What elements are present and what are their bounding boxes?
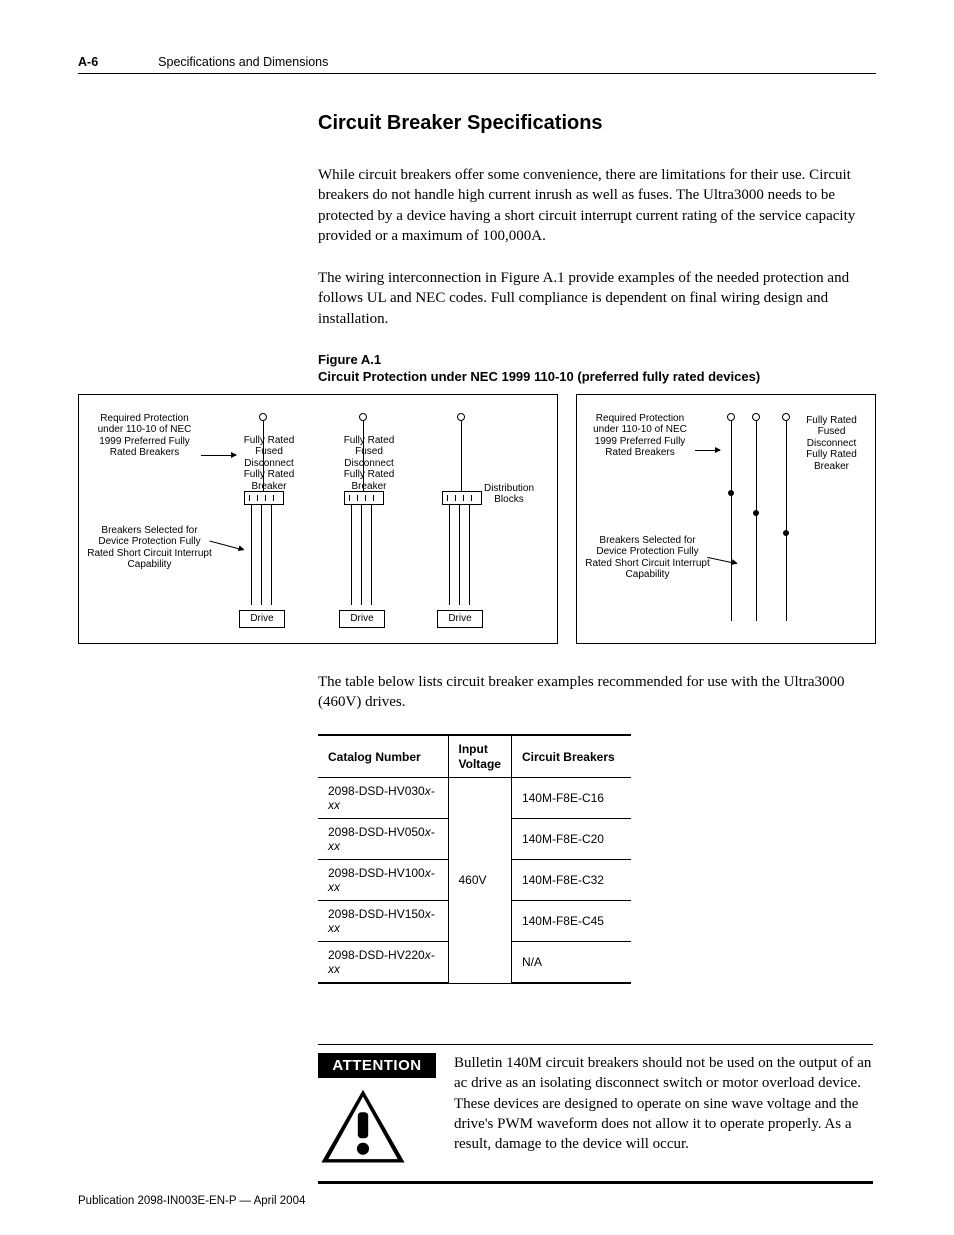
- arrow-icon: [201, 455, 236, 456]
- running-header: A-6 Specifications and Dimensions: [78, 55, 876, 69]
- disconnect-icon: [752, 413, 760, 421]
- figure-number: Figure A.1: [318, 352, 381, 367]
- publication-footer: Publication 2098-IN003E-EN-P — April 200…: [78, 1195, 305, 1207]
- th-voltage: InputVoltage: [448, 735, 511, 777]
- label-breakers-selected-right: Breakers Selected for Device Protection …: [585, 535, 710, 581]
- figure-title: Figure A.1 Circuit Protection under NEC …: [318, 351, 873, 386]
- cell-voltage: 460V: [448, 778, 511, 984]
- wire-line: [461, 421, 462, 491]
- wire-line: [271, 505, 272, 605]
- th-circuit-breakers: Circuit Breakers: [511, 735, 631, 777]
- table-intro: The table below lists circuit breaker ex…: [318, 672, 873, 713]
- wire-line: [371, 505, 372, 605]
- fuse-block-icon: [442, 491, 482, 505]
- wire-line: [756, 421, 757, 621]
- figure-a1: Required Protection under 110-10 of NEC …: [78, 394, 878, 644]
- cell-circuit-breaker: 140M-F8E-C16: [511, 778, 631, 819]
- label-req-protection-right: Required Protection under 110-10 of NEC …: [585, 413, 695, 459]
- wire-line: [261, 505, 262, 605]
- main-column: Circuit Breaker Specifications While cir…: [318, 112, 873, 386]
- disconnect-icon: [457, 413, 465, 421]
- cell-catalog: 2098-DSD-HV100x-xx: [318, 860, 448, 901]
- wire-line: [786, 421, 787, 621]
- label-fused-right: Fully Rated Fused Disconnect Fully Rated…: [799, 415, 864, 473]
- table-section: The table below lists circuit breaker ex…: [318, 672, 873, 1184]
- label-fused-a: Fully Rated Fused Disconnect Fully Rated…: [239, 435, 299, 493]
- wire-line: [449, 505, 450, 605]
- label-fused-b: Fully Rated Fused Disconnect Fully Rated…: [339, 435, 399, 493]
- th-catalog: Catalog Number: [318, 735, 448, 777]
- wire-line: [351, 505, 352, 605]
- intro-para-2: The wiring interconnection in Figure A.1…: [318, 268, 873, 329]
- node-dot-icon: [753, 510, 759, 516]
- cell-catalog: 2098-DSD-HV220x-xx: [318, 942, 448, 984]
- table-row: 2098-DSD-HV030x-xx460V140M-F8E-C16: [318, 778, 631, 819]
- section-heading: Circuit Breaker Specifications: [318, 112, 873, 135]
- drive-box: Drive: [339, 610, 385, 628]
- disconnect-icon: [359, 413, 367, 421]
- fuse-block-icon: [344, 491, 384, 505]
- intro-para-1: While circuit breakers offer some conven…: [318, 165, 873, 246]
- attention-block: ATTENTION Bulletin 140M circuit breakers…: [318, 1044, 873, 1184]
- wire-line: [263, 421, 264, 491]
- wire-line: [251, 505, 252, 605]
- cell-circuit-breaker: 140M-F8E-C20: [511, 819, 631, 860]
- label-req-protection-left: Required Protection under 110-10 of NEC …: [87, 413, 202, 459]
- header-rule: [78, 73, 876, 74]
- node-dot-icon: [783, 530, 789, 536]
- arrow-icon: [209, 540, 243, 550]
- disconnect-icon: [782, 413, 790, 421]
- drive-box: Drive: [437, 610, 483, 628]
- cell-circuit-breaker: 140M-F8E-C45: [511, 901, 631, 942]
- figure-left-panel: Required Protection under 110-10 of NEC …: [78, 394, 558, 644]
- figure-caption: Circuit Protection under NEC 1999 110-10…: [318, 369, 760, 384]
- disconnect-icon: [259, 413, 267, 421]
- wire-line: [459, 505, 460, 605]
- wire-line: [361, 505, 362, 605]
- attention-badge: ATTENTION: [318, 1053, 436, 1078]
- warning-triangle-icon: [318, 1088, 408, 1166]
- wire-line: [363, 421, 364, 491]
- wire-line: [469, 505, 470, 605]
- cell-circuit-breaker: 140M-F8E-C32: [511, 860, 631, 901]
- header-section-title: Specifications and Dimensions: [158, 55, 328, 69]
- wire-line: [731, 421, 732, 621]
- cell-catalog: 2098-DSD-HV150x-xx: [318, 901, 448, 942]
- arrow-icon: [707, 557, 737, 564]
- attention-text: Bulletin 140M circuit breakers should no…: [454, 1053, 873, 1171]
- arrow-icon: [695, 450, 720, 451]
- attention-left-col: ATTENTION: [318, 1053, 436, 1171]
- label-distribution-blocks: Distribution Blocks: [474, 483, 544, 506]
- label-breakers-selected-left: Breakers Selected for Device Protection …: [87, 525, 212, 571]
- drive-box: Drive: [239, 610, 285, 628]
- fuse-block-icon: [244, 491, 284, 505]
- node-dot-icon: [728, 490, 734, 496]
- cell-circuit-breaker: N/A: [511, 942, 631, 984]
- disconnect-icon: [727, 413, 735, 421]
- cell-catalog: 2098-DSD-HV030x-xx: [318, 778, 448, 819]
- figure-right-panel: Required Protection under 110-10 of NEC …: [576, 394, 876, 644]
- page-number: A-6: [78, 55, 98, 69]
- circuit-breaker-table: Catalog Number InputVoltage Circuit Brea…: [318, 734, 631, 984]
- cell-catalog: 2098-DSD-HV050x-xx: [318, 819, 448, 860]
- table-header-row: Catalog Number InputVoltage Circuit Brea…: [318, 735, 631, 777]
